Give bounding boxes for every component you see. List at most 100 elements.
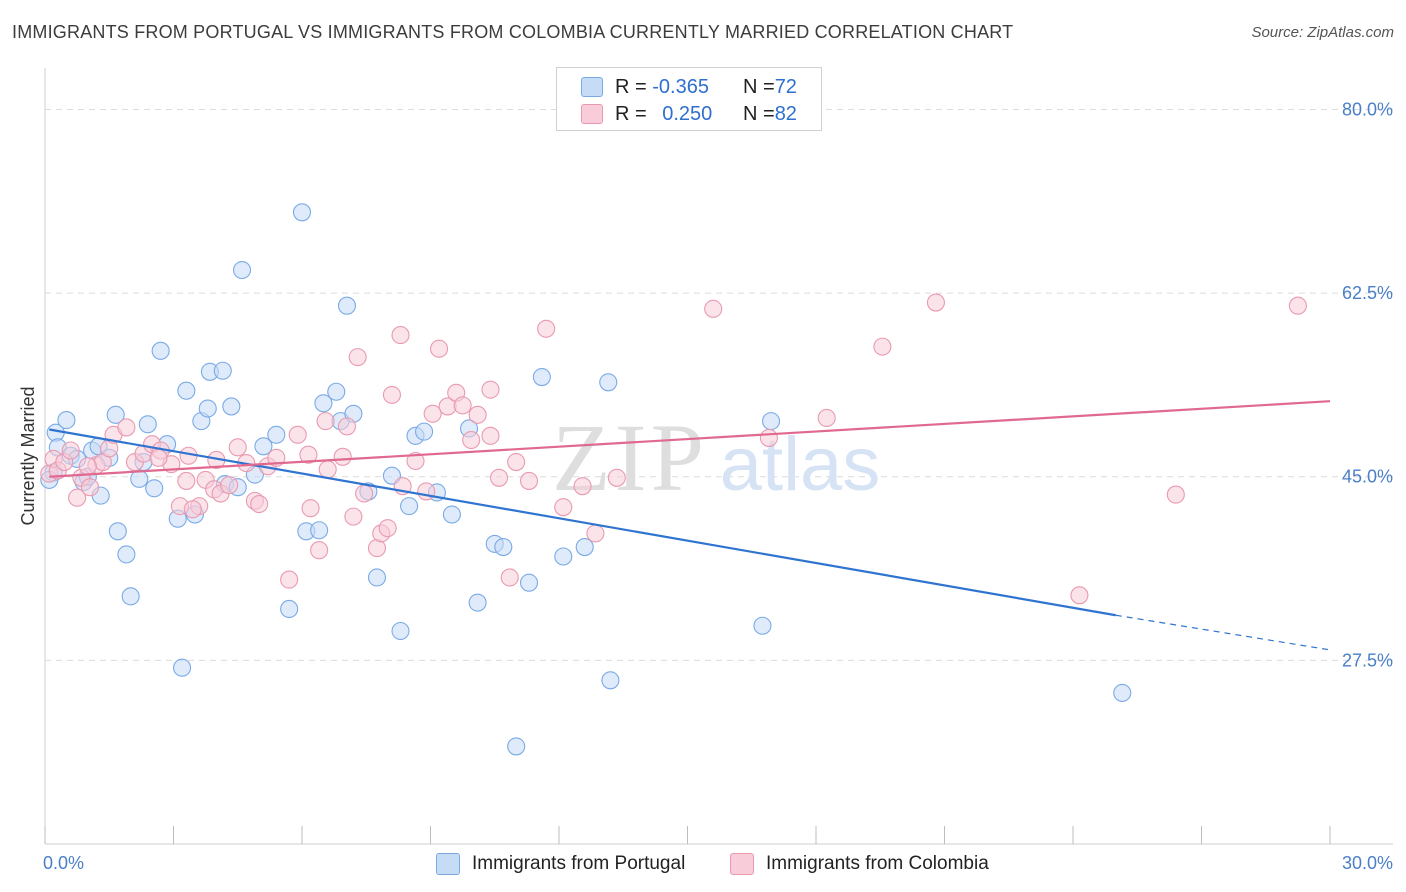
- data-point: [344, 507, 363, 526]
- data-point: [117, 545, 136, 564]
- data-point: [337, 296, 357, 315]
- data-point: [138, 415, 157, 434]
- data-point: [1288, 296, 1307, 315]
- data-point: [462, 430, 481, 450]
- data-point: [198, 399, 217, 418]
- data-point: [232, 260, 252, 280]
- data-point: [1113, 683, 1132, 702]
- data-point: [310, 541, 329, 560]
- legend-r-label: R =: [615, 102, 653, 125]
- data-point: [80, 478, 100, 497]
- data-point: [149, 448, 168, 467]
- data-point: [817, 408, 836, 428]
- data-point: [254, 437, 273, 456]
- series-points: [40, 203, 1307, 756]
- series-portugal: [40, 203, 1132, 756]
- data-point: [468, 593, 487, 612]
- data-point: [406, 451, 425, 471]
- legend-row-colombia: R = 0.250 N = 82: [581, 101, 797, 127]
- data-point: [519, 471, 539, 490]
- source-label: Source: ZipAtlas.com: [1251, 24, 1394, 41]
- data-point: [442, 505, 461, 524]
- data-point: [151, 341, 170, 360]
- data-point: [177, 471, 196, 490]
- x-tick-label: 30.0%: [1342, 853, 1393, 873]
- legend-n-label: N =: [743, 102, 775, 125]
- data-point: [173, 658, 192, 677]
- data-point: [367, 568, 387, 587]
- data-point: [333, 447, 352, 466]
- grid-lines: [45, 108, 1393, 661]
- series-colombia: [40, 293, 1307, 605]
- data-point: [873, 337, 892, 356]
- data-point: [355, 484, 374, 503]
- bottom-legend-label-portugal: Immigrants from Portugal: [472, 853, 686, 874]
- bottom-legend-swatch-colombia: [730, 853, 754, 875]
- data-point: [78, 457, 97, 476]
- y-axis-label: Currently Married: [18, 386, 38, 525]
- data-point: [337, 417, 357, 436]
- data-point: [586, 524, 605, 543]
- data-point: [554, 498, 573, 517]
- data-point: [145, 479, 164, 498]
- legend-swatch-colombia: [581, 104, 603, 124]
- data-point: [481, 380, 500, 399]
- data-point: [327, 382, 346, 401]
- data-point: [417, 482, 436, 501]
- data-point: [391, 621, 410, 641]
- bottom-legend-swatch-portugal: [436, 853, 460, 875]
- correlation-legend: R = -0.365 N = 72 R = 0.250 N = 82: [556, 67, 822, 131]
- data-point: [348, 348, 367, 367]
- data-point: [532, 368, 551, 387]
- y-tick-label: 62.5%: [1342, 283, 1393, 303]
- legend-swatch-portugal: [581, 77, 603, 97]
- data-point: [926, 293, 945, 312]
- bottom-legend-colombia: Immigrants from Colombia: [730, 852, 989, 876]
- legend-n-value: 82: [774, 102, 797, 125]
- trend-line: [49, 400, 1331, 478]
- data-point: [1166, 485, 1185, 504]
- data-point: [759, 428, 778, 447]
- data-point: [575, 537, 594, 557]
- data-point: [292, 203, 312, 222]
- data-point: [220, 476, 239, 495]
- x-tick-labels: 0.0% 30.0%: [43, 853, 1393, 873]
- data-point: [250, 494, 269, 514]
- data-point: [117, 418, 136, 437]
- data-point: [183, 500, 202, 519]
- data-point: [537, 319, 556, 338]
- data-point: [280, 570, 299, 589]
- data-point: [318, 460, 337, 479]
- legend-r-value: -0.365: [652, 75, 709, 98]
- data-point: [500, 568, 519, 587]
- data-point: [391, 326, 410, 345]
- data-point: [108, 522, 127, 541]
- y-tick-label: 45.0%: [1342, 467, 1393, 487]
- data-point: [519, 573, 539, 592]
- legend-n-label: N =: [743, 75, 775, 98]
- data-point: [554, 547, 573, 566]
- data-point: [301, 499, 320, 518]
- data-point: [280, 599, 299, 619]
- data-point: [61, 441, 80, 460]
- data-point: [378, 519, 397, 538]
- data-point: [106, 405, 125, 424]
- data-point: [1070, 586, 1089, 605]
- data-point: [130, 469, 149, 488]
- data-point: [267, 425, 286, 444]
- data-point: [213, 361, 232, 380]
- data-point: [299, 445, 318, 464]
- data-point: [400, 497, 419, 516]
- legend-r-value: 0.250: [662, 102, 713, 125]
- y-tick-label: 27.5%: [1342, 650, 1393, 670]
- data-point: [382, 385, 402, 404]
- legend-n-value: 72: [774, 75, 797, 98]
- data-point: [761, 412, 781, 431]
- data-point: [507, 737, 526, 756]
- data-point: [68, 488, 87, 507]
- data-point: [57, 411, 76, 430]
- trend-lines: [49, 400, 1331, 651]
- data-point: [288, 425, 307, 444]
- data-point: [415, 422, 434, 441]
